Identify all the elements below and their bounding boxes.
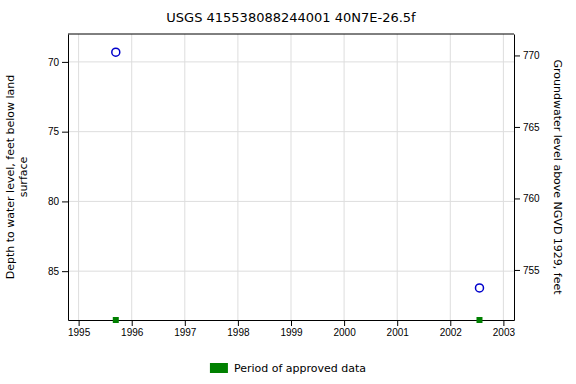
tick-mark [514, 127, 520, 128]
tick: 1997 [174, 320, 197, 338]
tick-mark [62, 62, 68, 63]
title: USGS 415538088244001 40N7E-26.5f [166, 10, 416, 25]
plot-frame [68, 34, 514, 35]
tick-label: 1995 [68, 327, 91, 338]
tick-mark [450, 320, 451, 326]
square-marker [113, 317, 119, 323]
tick-label: 75 [48, 126, 60, 137]
tick-label: 1999 [280, 327, 303, 338]
y-axis: 70 75 80 85 [48, 35, 69, 321]
tick-mark [132, 320, 133, 326]
tick: 75 [48, 126, 68, 137]
y2-axis: 755 760 765 770 [514, 35, 540, 321]
square-marker [476, 317, 482, 323]
tick-label: 1996 [121, 327, 144, 338]
tick-label: 1997 [174, 327, 197, 338]
tick-mark [185, 320, 186, 326]
tick-label: 770 [523, 50, 540, 61]
tick: 85 [48, 266, 68, 277]
tick-mark [291, 320, 292, 326]
tick: 770 [514, 50, 540, 61]
tick-mark [344, 320, 345, 326]
tick: 755 [514, 265, 540, 276]
series [112, 48, 484, 292]
tick-mark [397, 320, 398, 326]
grid-line [184, 34, 185, 320]
legend-swatch [210, 363, 228, 373]
tick-mark [62, 201, 68, 202]
point [112, 48, 120, 56]
tick: 760 [514, 193, 540, 204]
tick: 70 [48, 57, 68, 68]
tick-mark [79, 320, 80, 326]
grid [68, 34, 514, 320]
grid-line [344, 34, 345, 320]
tick-mark [62, 271, 68, 272]
x-axis: 1995 1996 1997 1998 1999 2000 2001 2002 2003 [68, 320, 515, 338]
tick-label: 85 [48, 266, 60, 277]
legend-item: Period of approved data [210, 362, 366, 375]
tick: 1998 [227, 320, 250, 338]
axis-domain [514, 35, 515, 321]
y-axis-label: Depth to water level, feet below landsur… [4, 75, 30, 280]
marks [112, 48, 484, 323]
tick-label: 80 [48, 196, 60, 207]
tick-label: 755 [523, 265, 540, 276]
point [475, 284, 483, 292]
tick-label: 2003 [493, 327, 516, 338]
tick-label: 2001 [387, 327, 410, 338]
grid-line [291, 34, 292, 320]
grid-line [450, 34, 451, 320]
tick: 1999 [280, 320, 303, 338]
tick: 2003 [493, 320, 516, 338]
legend: Period of approved data [210, 362, 366, 375]
tick-mark [62, 132, 68, 133]
grid-line [503, 34, 504, 320]
grid-line [68, 201, 514, 202]
tick-label: 765 [523, 122, 540, 133]
tick-label: 2002 [440, 327, 463, 338]
tick: 1996 [121, 320, 144, 338]
tick-label: 2000 [333, 327, 356, 338]
tick-mark [514, 55, 520, 56]
grid-line [68, 61, 514, 62]
tick: 2002 [440, 320, 463, 338]
tick-mark [514, 198, 520, 199]
tick-mark [514, 270, 520, 271]
grid-line [68, 271, 514, 272]
tick-mark [238, 320, 239, 326]
tick: 2000 [333, 320, 356, 338]
legend-label: Period of approved data [234, 362, 366, 375]
tick-mark [503, 320, 504, 326]
grid-line [237, 34, 238, 320]
chart: 1995 1996 1997 1998 1999 2000 2001 2002 2003 70 75… [0, 0, 576, 384]
grid-line [68, 131, 514, 132]
tick: 1995 [68, 320, 91, 338]
tick-label: 70 [48, 57, 60, 68]
series [113, 317, 483, 323]
tick-label: 1998 [227, 327, 250, 338]
tick: 80 [48, 196, 68, 207]
tick: 765 [514, 122, 540, 133]
axis-domain [68, 35, 69, 321]
plot: 1995 1996 1997 1998 1999 2000 2001 2002 2003 70 75… [4, 34, 564, 338]
grid-line [397, 34, 398, 320]
tick: 2001 [387, 320, 410, 338]
grid-line [78, 34, 79, 320]
grid-line [131, 34, 132, 320]
tick-label: 760 [523, 193, 540, 204]
y2-axis-label: Groundwater level above NGVD 1929, feet [551, 59, 564, 295]
